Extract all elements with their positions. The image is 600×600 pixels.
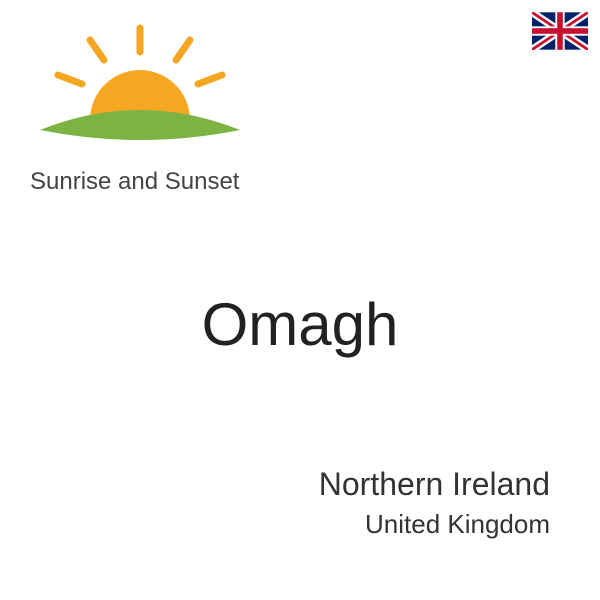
brand-logo-area: Sunrise and Sunset xyxy=(30,20,290,196)
sunrise-icon xyxy=(30,20,250,160)
region-name: Northern Ireland xyxy=(319,466,550,503)
region-area: Northern Ireland United Kingdom xyxy=(319,466,550,540)
country-name: United Kingdom xyxy=(319,509,550,540)
uk-flag-icon xyxy=(532,12,588,50)
city-name: Omagh xyxy=(202,290,399,359)
brand-text: Sunrise and Sunset xyxy=(30,168,290,196)
